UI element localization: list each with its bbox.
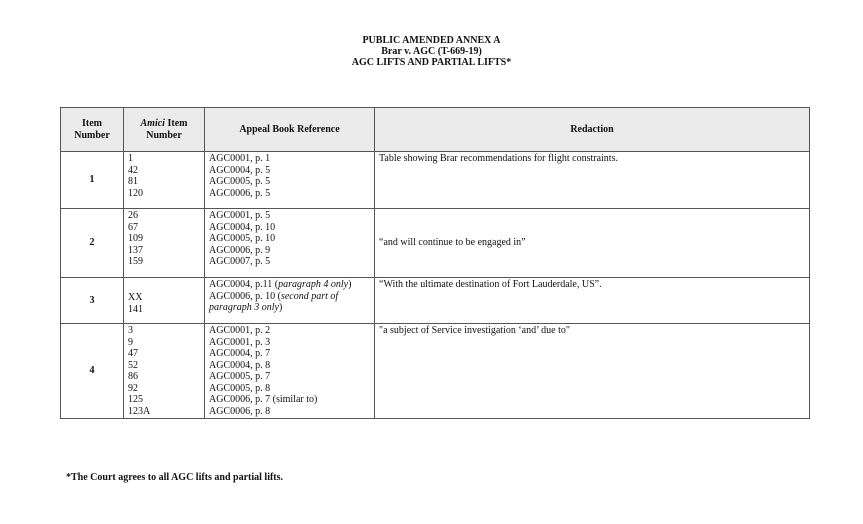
reference-text: AGC0005, p. 5 bbox=[209, 176, 271, 187]
amici-item: 109 bbox=[128, 233, 143, 244]
appeal-reference: AGC0007, p. 5 bbox=[209, 256, 370, 268]
reference-text: AGC0005, p. 8 bbox=[209, 382, 271, 394]
appeal-reference: AGC0001, p. 3 bbox=[209, 337, 370, 349]
header-amici-item-number: Amici Item Number bbox=[123, 107, 205, 152]
table-row: 1 1 42 81 120 AGC0001, p. 1 AGC0004, p. 5 AGC00… bbox=[60, 151, 810, 209]
reference-text: AGC0006, p. 5 bbox=[209, 187, 271, 199]
item-number-cell: 2 bbox=[60, 208, 124, 278]
header-amici-rest: Item Number bbox=[146, 118, 188, 141]
redaction-cell: “and will continue to be engaged in” bbox=[374, 208, 810, 278]
amici-item: 3 bbox=[128, 325, 133, 336]
amici-item-cell: 1 42 81 120 bbox=[123, 151, 205, 209]
amici-item: 92 bbox=[128, 382, 138, 394]
appeal-reference: AGC0006, p. 5 bbox=[209, 188, 370, 200]
item-number-cell: 3 bbox=[60, 277, 124, 324]
appeal-reference: AGC0001, p. 5 bbox=[209, 210, 370, 222]
table-row: 3 XX 141 AGC0004, p.11 (paragraph 4 only) AG… bbox=[60, 277, 810, 324]
appeal-reference: AGC0005, p. 10 bbox=[209, 233, 370, 245]
appeal-reference: AGC0004, p. 7 bbox=[209, 348, 370, 360]
amici-item: 52 bbox=[128, 359, 138, 371]
appeal-reference: AGC0004, p. 8 bbox=[209, 360, 370, 372]
reference-text: AGC0004, p. 8 bbox=[209, 359, 271, 371]
amici-item: 47 bbox=[128, 348, 138, 359]
reference-text: AGC0006, p. 9 bbox=[209, 244, 271, 256]
appeal-reference-cell: AGC0001, p. 2 AGC0001, p. 3 AGC0004, p. 7… bbox=[204, 323, 375, 419]
amici-item: 67 bbox=[128, 221, 138, 233]
reference-text: AGC0001, p. 3 bbox=[209, 336, 271, 348]
amici-item: 125 bbox=[128, 394, 143, 405]
reference-text: ) bbox=[279, 302, 283, 313]
amici-item: XX bbox=[128, 292, 143, 303]
reference-text: AGC0006, p. 8 bbox=[209, 405, 271, 417]
amici-item: 137 bbox=[128, 244, 143, 256]
appeal-reference: AGC0006, p. 7 (similar to) bbox=[209, 394, 370, 406]
amici-item: 141 bbox=[128, 303, 143, 315]
appeal-reference: paragraph 3 only) bbox=[209, 302, 370, 314]
reference-text: AGC0001, p. 5 bbox=[209, 210, 271, 221]
appeal-reference: AGC0001, p. 1 bbox=[209, 153, 370, 165]
appeal-reference: AGC0006, p. 8 bbox=[209, 406, 370, 418]
appeal-reference: AGC0004, p.11 (paragraph 4 only) bbox=[209, 279, 370, 291]
reference-text: AGC0004, p. 7 bbox=[209, 348, 271, 359]
reference-text: paragraph 4 only bbox=[278, 279, 349, 290]
title-line: Brar v. AGC (T-669-19) bbox=[381, 46, 482, 57]
table-row: 4 3 9 47 52 86 92 125 123A AGC0001, p. 2 AGC0001,… bbox=[60, 323, 810, 419]
appeal-reference: AGC0006, p. 10 (second part of bbox=[209, 291, 370, 303]
reference-text: AGC0004, p. 10 bbox=[209, 221, 276, 233]
footnote: *The Court agrees to all AGC lifts and p… bbox=[66, 472, 284, 483]
amici-item-cell: 26 67 109 137 159 bbox=[123, 208, 205, 278]
redaction-cell: “With the ultimate destination of Fort L… bbox=[374, 277, 810, 324]
appeal-reference: AGC0005, p. 7 bbox=[209, 371, 370, 383]
lifts-table: Item Number Amici Item Number Appeal Boo… bbox=[60, 107, 810, 419]
item-number-cell: 1 bbox=[60, 151, 124, 209]
header-amici-italic: Amici bbox=[140, 118, 165, 129]
reference-text: AGC0006, p. 7 (similar to) bbox=[209, 394, 318, 405]
amici-item: 1 bbox=[128, 153, 133, 164]
amici-item: 26 bbox=[128, 210, 138, 221]
amici-item-cell: XX 141 bbox=[123, 277, 205, 324]
reference-text: second part of bbox=[280, 290, 339, 302]
header-appeal-book-reference: Appeal Book Reference bbox=[204, 107, 375, 152]
amici-item: 42 bbox=[128, 164, 138, 176]
reference-text: AGC0007, p. 5 bbox=[209, 256, 271, 267]
reference-text: AGC0005, p. 7 bbox=[209, 371, 271, 382]
title-line: PUBLIC AMENDED ANNEX A bbox=[362, 35, 501, 46]
amici-item-cell: 3 9 47 52 86 92 125 123A bbox=[123, 323, 205, 419]
item-number-cell: 4 bbox=[60, 323, 124, 419]
reference-text: paragraph 3 only bbox=[209, 302, 279, 313]
appeal-reference: AGC0004, p. 5 bbox=[209, 165, 370, 177]
reference-text: AGC0004, p.11 ( bbox=[209, 279, 279, 290]
amici-item: 81 bbox=[128, 176, 138, 187]
table-row: 2 26 67 109 137 159 AGC0001, p. 5 AGC0004, p. 1… bbox=[60, 208, 810, 278]
appeal-reference-cell: AGC0001, p. 5 AGC0004, p. 10 AGC0005, p. 1… bbox=[204, 208, 375, 278]
reference-text: AGC0004, p. 5 bbox=[209, 164, 271, 176]
appeal-reference: AGC0006, p. 9 bbox=[209, 245, 370, 257]
reference-text: AGC0001, p. 2 bbox=[209, 325, 271, 336]
amici-item: 120 bbox=[128, 187, 143, 199]
appeal-reference: AGC0004, p. 10 bbox=[209, 222, 370, 234]
amici-item: 9 bbox=[128, 336, 133, 348]
appeal-reference-cell: AGC0004, p.11 (paragraph 4 only) AGC0006,… bbox=[204, 277, 375, 324]
reference-text: AGC0001, p. 1 bbox=[209, 153, 271, 164]
amici-item: 86 bbox=[128, 371, 138, 382]
title-line: AGC LIFTS AND PARTIAL LIFTS* bbox=[351, 57, 512, 68]
reference-text: ) bbox=[348, 279, 352, 290]
redaction-cell: Table showing Brar recommendations for f… bbox=[374, 151, 810, 209]
appeal-reference: AGC0005, p. 5 bbox=[209, 176, 370, 188]
header-redaction: Redaction bbox=[374, 107, 810, 152]
amici-item: 123A bbox=[128, 405, 151, 417]
appeal-reference: AGC0005, p. 8 bbox=[209, 383, 370, 395]
header-item-number: Item Number bbox=[60, 107, 124, 152]
amici-item: 159 bbox=[128, 256, 143, 267]
appeal-reference: AGC0001, p. 2 bbox=[209, 325, 370, 337]
reference-text: AGC0005, p. 10 bbox=[209, 233, 276, 244]
redaction-cell: "a subject of Service investigation ‘and… bbox=[374, 323, 810, 419]
reference-text: AGC0006, p. 10 ( bbox=[209, 290, 281, 302]
document-title: PUBLIC AMENDED ANNEX A Brar v. AGC (T-66… bbox=[0, 35, 863, 68]
table-header-row: Item Number Amici Item Number Appeal Boo… bbox=[60, 107, 810, 152]
